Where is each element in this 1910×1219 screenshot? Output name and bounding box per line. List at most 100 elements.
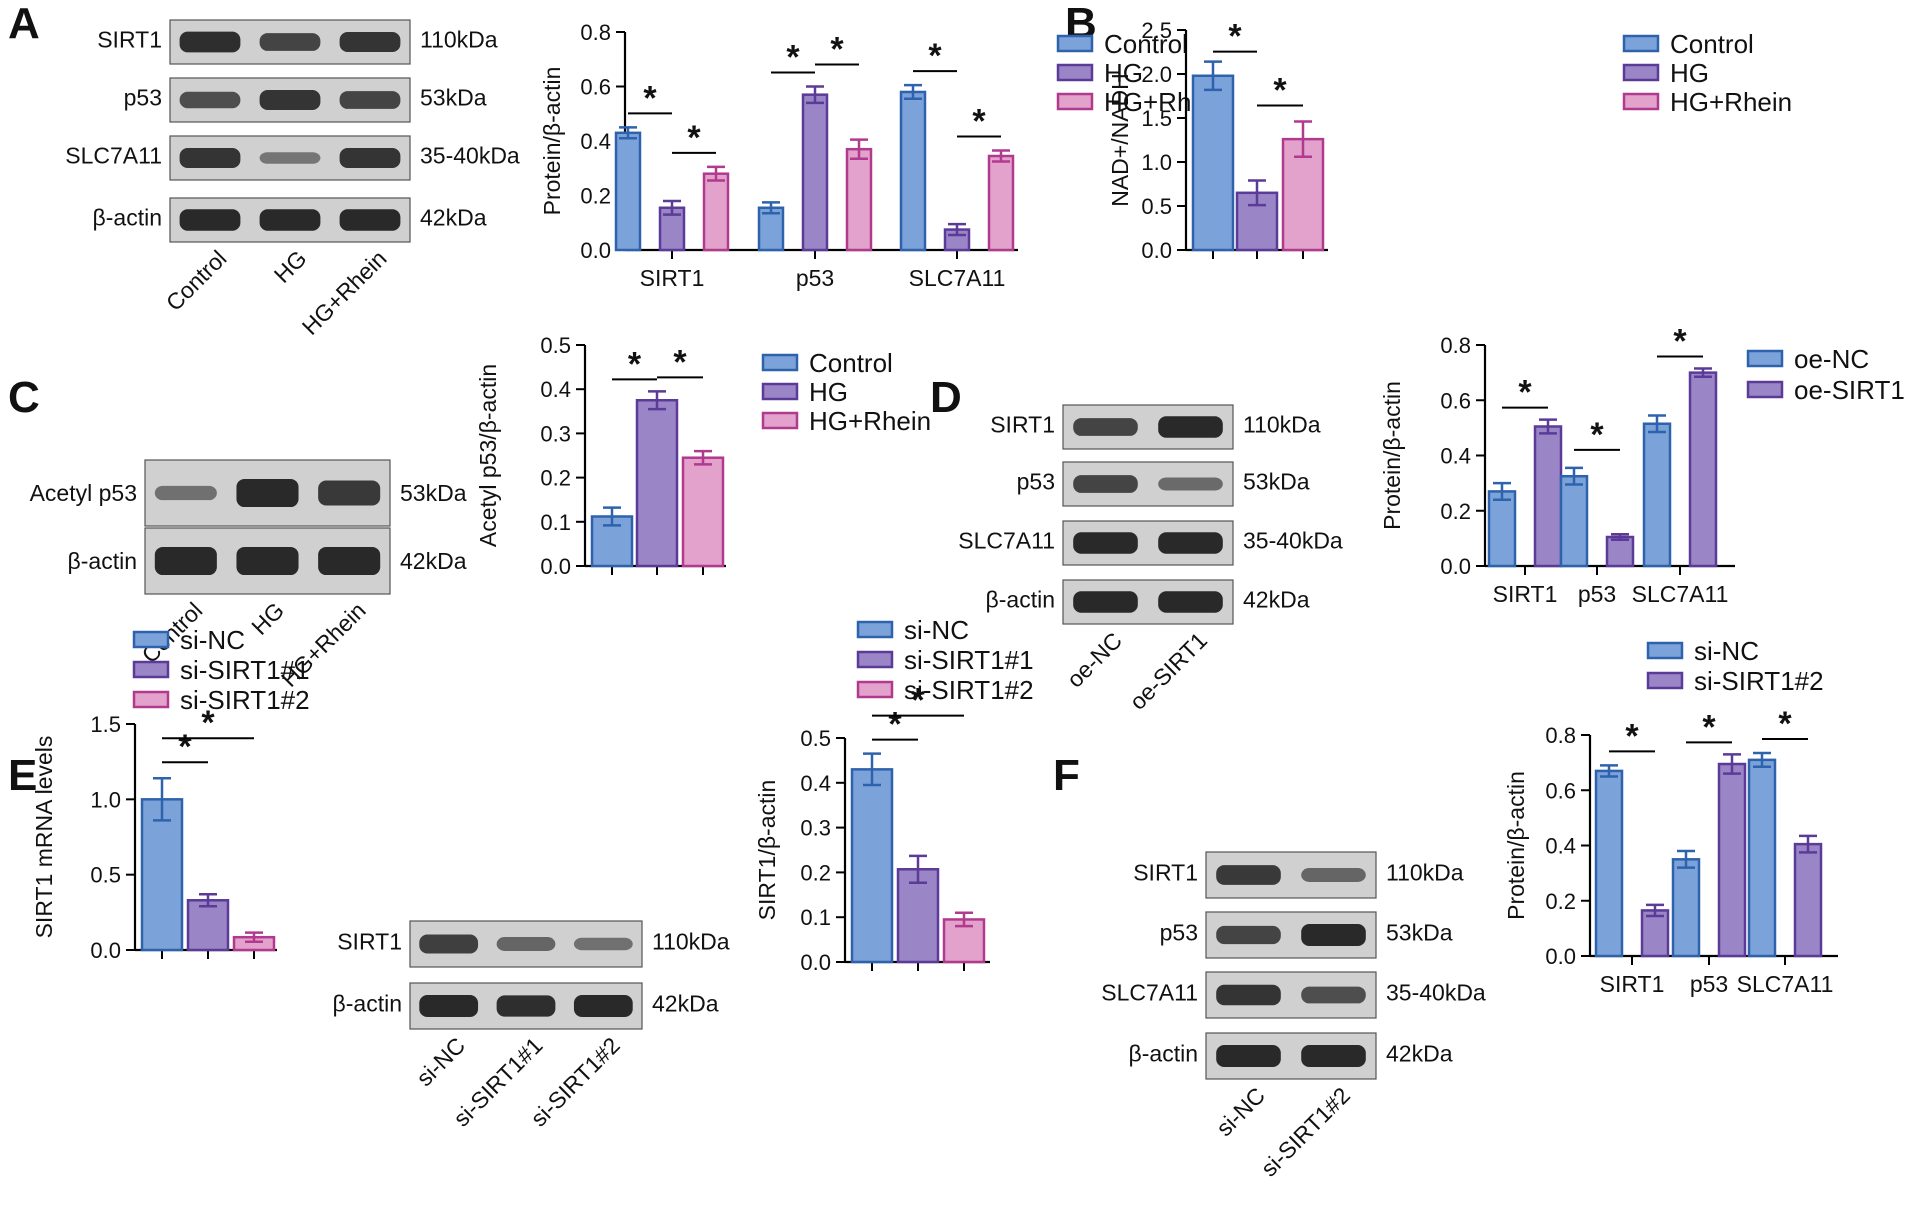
chart-F-x-tick-label: p53 — [1690, 971, 1728, 997]
blot-size-label: 42kDa — [420, 204, 487, 230]
chart-B-y-tick-label: 1.5 — [1141, 106, 1172, 131]
blot-row-label: SIRT1 — [990, 411, 1055, 437]
chart-C-y-tick-label: 0.2 — [540, 466, 571, 491]
chart-E2-sig-star: * — [911, 682, 925, 720]
chart-F-y-tick-label: 0.4 — [1545, 834, 1576, 859]
chart-D-bar — [1559, 474, 1589, 568]
blot-band-F-1-1 — [1301, 924, 1366, 946]
chart-F-bar — [1793, 842, 1823, 958]
chart-D-y-tick-label: 0.2 — [1440, 499, 1471, 524]
chart-E1-y-tick-label: 0.0 — [90, 938, 121, 963]
chart-D-sig-star: * — [1518, 374, 1532, 412]
chart-D-legend-label: oe-NC — [1794, 344, 1869, 374]
chart-E1-y-label: SIRT1 mRNA levels — [31, 736, 57, 939]
chart-E2-legend-swatch — [856, 620, 894, 639]
blot-band-A-2-1 — [259, 152, 321, 164]
chart-E2-legend-swatch — [856, 680, 894, 699]
chart-A-x-tick-label: SIRT1 — [640, 265, 705, 291]
chart-A-legend-swatch — [1056, 34, 1094, 53]
blot-size-label: 42kDa — [652, 991, 719, 1017]
chart-A-legend-label: HG — [1104, 58, 1143, 88]
blot-band-C-0-1 — [236, 478, 299, 508]
blot-row-label: SIRT1 — [97, 26, 162, 52]
blot-row-label: β-actin — [93, 204, 162, 230]
chart-B-sig-star: * — [1228, 18, 1242, 56]
blot-band-E-1-0 — [419, 995, 479, 1017]
chart-F-sig-star: * — [1625, 717, 1639, 755]
chart-E1-bar — [140, 798, 184, 952]
chart-F-bar — [1747, 758, 1777, 958]
chart-B-legend-label: HG — [1670, 58, 1709, 88]
chart-F-bar — [1594, 769, 1624, 958]
chart-A-bar — [614, 131, 642, 252]
blot-row-label: β-actin — [333, 991, 402, 1017]
chart-E2-y-tick-label: 0.4 — [800, 771, 831, 796]
chart-C-legend-label: HG+Rhein — [809, 406, 931, 436]
chart-B-legend-swatch — [1622, 92, 1660, 111]
blot-band-D-1-0 — [1073, 475, 1138, 493]
blot-band-F-2-1 — [1301, 986, 1366, 1004]
chart-D-bar — [1487, 490, 1517, 568]
chart-E1-legend-swatch — [132, 690, 170, 709]
chart-E1-legend-swatch — [132, 630, 170, 649]
chart-B-y-tick-label: 2.0 — [1141, 62, 1172, 87]
blot-band-A-3-0 — [179, 209, 241, 231]
chart-F-y-tick-label: 0.0 — [1545, 944, 1576, 969]
blot-row-label: SLC7A11 — [958, 527, 1055, 553]
chart-E1-bar — [186, 899, 230, 952]
chart-F-y-tick-label: 0.6 — [1545, 778, 1576, 803]
chart-A-bar — [845, 147, 873, 252]
blot-lane-label: Control — [161, 245, 232, 316]
blot-size-label: 35-40kDa — [420, 142, 520, 168]
chart-B-legend-swatch — [1622, 63, 1660, 82]
chart-C-y-tick-label: 0.4 — [540, 377, 571, 402]
blot-size-label: 35-40kDa — [1243, 527, 1343, 553]
panel-label-D: D — [930, 373, 962, 422]
chart-F-bar — [1640, 909, 1670, 958]
blot-band-D-3-0 — [1073, 591, 1138, 613]
chart-E1-legend-label: si-SIRT1#2 — [180, 685, 310, 715]
chart-D-bar — [1642, 422, 1672, 568]
chart-D-bar — [1605, 535, 1635, 568]
blot-size-label: 35-40kDa — [1386, 980, 1486, 1006]
chart-D-y-tick-label: 0.4 — [1440, 444, 1471, 469]
blot-band-D-0-1 — [1158, 416, 1223, 438]
blot-band-D-2-0 — [1073, 532, 1138, 554]
blot-band-A-3-1 — [259, 209, 321, 231]
chart-A-sig-star: * — [786, 39, 800, 77]
chart-C-bar — [681, 456, 725, 568]
chart-F-bar — [1717, 762, 1747, 958]
chart-A-x-tick-label: SLC7A11 — [909, 265, 1006, 291]
chart-A-bar — [801, 93, 829, 252]
chart-E1-y-tick-label: 1.0 — [90, 787, 121, 812]
panel-label-F: F — [1053, 751, 1080, 800]
blot-row-label: β-actin — [1129, 1041, 1198, 1067]
blot-size-label: 53kDa — [420, 84, 487, 110]
chart-E1-legend-label: si-NC — [180, 625, 245, 655]
blot-band-A-2-2 — [339, 148, 401, 168]
chart-F-x-tick-label: SIRT1 — [1600, 971, 1665, 997]
chart-E2-y-tick-label: 0.1 — [800, 905, 831, 930]
blot-row-label: β-actin — [986, 586, 1055, 612]
chart-E1-sig-star: * — [178, 728, 192, 766]
blot-lane-label: HG — [269, 245, 312, 288]
chart-D-sig-star: * — [1590, 416, 1604, 454]
chart-F-legend-swatch — [1646, 671, 1684, 690]
panel-label-A: A — [8, 0, 40, 48]
blot-band-F-1-0 — [1216, 925, 1281, 945]
chart-C-y-tick-label: 0.5 — [540, 333, 571, 358]
chart-F-sig-star: * — [1702, 708, 1716, 746]
blot-band-C-0-0 — [154, 485, 217, 501]
blot-band-F-3-1 — [1301, 1045, 1366, 1067]
chart-E1-y-tick-label: 0.5 — [90, 863, 121, 888]
chart-E2-bar — [850, 768, 894, 964]
chart-C-legend-swatch — [761, 411, 799, 430]
chart-C-legend-label: Control — [809, 348, 893, 378]
blot-band-F-0-0 — [1216, 865, 1281, 885]
blot-size-label: 110kDa — [652, 929, 730, 955]
chart-E1-legend-label: si-SIRT1#1 — [180, 655, 310, 685]
blot-band-A-3-2 — [339, 209, 401, 231]
chart-F-x-tick-label: SLC7A11 — [1737, 971, 1834, 997]
blot-size-label: 42kDa — [1243, 586, 1310, 612]
